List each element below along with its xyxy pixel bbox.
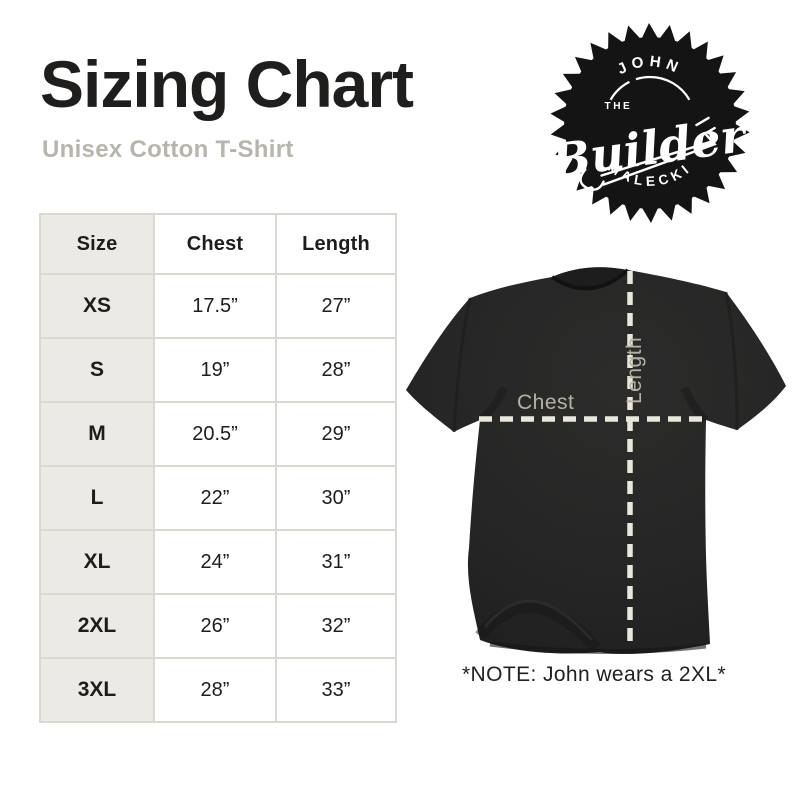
length-cell: 31” <box>275 529 397 595</box>
table-row: XL 24” 31” <box>39 529 397 595</box>
saw-blade-logo-svg: JOHN THE Builder MALECKI <box>549 23 751 223</box>
page-title: Sizing Chart <box>40 47 414 121</box>
tshirt-collar <box>552 267 628 289</box>
chest-cell: 26” <box>153 593 277 659</box>
size-cell: S <box>39 337 155 403</box>
note-text: *NOTE: John wears a 2XL* <box>461 663 727 686</box>
column-header-size: Size <box>39 213 155 275</box>
length-cell: 32” <box>275 593 397 659</box>
length-cell: 27” <box>275 273 397 339</box>
handsaw-icon <box>579 132 717 191</box>
right-sleeve-seam <box>724 291 739 431</box>
chest-cell: 20.5” <box>153 401 277 467</box>
column-header-length: Length <box>275 213 397 275</box>
logo-the-text: THE <box>605 101 633 112</box>
table-row: 2XL 26” 32” <box>39 593 397 659</box>
right-armpit-crease <box>681 386 709 423</box>
bottom-fold-shadow <box>475 601 601 653</box>
chest-cell: 19” <box>153 337 277 403</box>
left-sleeve-seam <box>452 297 472 433</box>
chest-cell: 24” <box>153 529 277 595</box>
chest-cell: 22” <box>153 465 277 531</box>
page-subtitle: Unisex Cotton T-Shirt <box>42 136 294 163</box>
size-cell: XS <box>39 273 155 339</box>
size-cell: 3XL <box>39 657 155 723</box>
size-cell: L <box>39 465 155 531</box>
saw-blade-disc <box>564 37 736 209</box>
tshirt-silhouette <box>406 267 786 654</box>
bottom-fold-highlight <box>483 599 594 642</box>
logo-tick-marks-icon <box>695 116 716 137</box>
hem-shadow <box>489 641 707 655</box>
length-cell: 28” <box>275 337 397 403</box>
sizing-table: Size Chest Length XS 17.5” 27” S 19” 28”… <box>39 213 397 723</box>
length-measure-label: Length <box>623 337 646 404</box>
chest-cell: 28” <box>153 657 277 723</box>
table-row: S 19” 28” <box>39 337 397 403</box>
logo-inner-arc <box>609 75 691 101</box>
table-row: L 22” 30” <box>39 465 397 531</box>
size-cell: 2XL <box>39 593 155 659</box>
john-malecki-builder-logo: JOHN THE Builder MALECKI <box>549 22 751 224</box>
collar-seam <box>550 268 630 291</box>
tshirt-diagram: Chest Length <box>400 256 792 662</box>
length-cell: 29” <box>275 401 397 467</box>
chest-measure-label: Chest <box>517 391 574 414</box>
chest-cell: 17.5” <box>153 273 277 339</box>
table-row: M 20.5” 29” <box>39 401 397 467</box>
column-header-chest: Chest <box>153 213 277 275</box>
table-header-row: Size Chest Length <box>39 213 397 275</box>
length-cell: 33” <box>275 657 397 723</box>
size-cell: XL <box>39 529 155 595</box>
tshirt-diagram-svg: Chest Length <box>406 267 786 655</box>
size-cell: M <box>39 401 155 467</box>
table-row: 3XL 28” 33” <box>39 657 397 723</box>
table-row: XS 17.5” 27” <box>39 273 397 339</box>
length-cell: 30” <box>275 465 397 531</box>
